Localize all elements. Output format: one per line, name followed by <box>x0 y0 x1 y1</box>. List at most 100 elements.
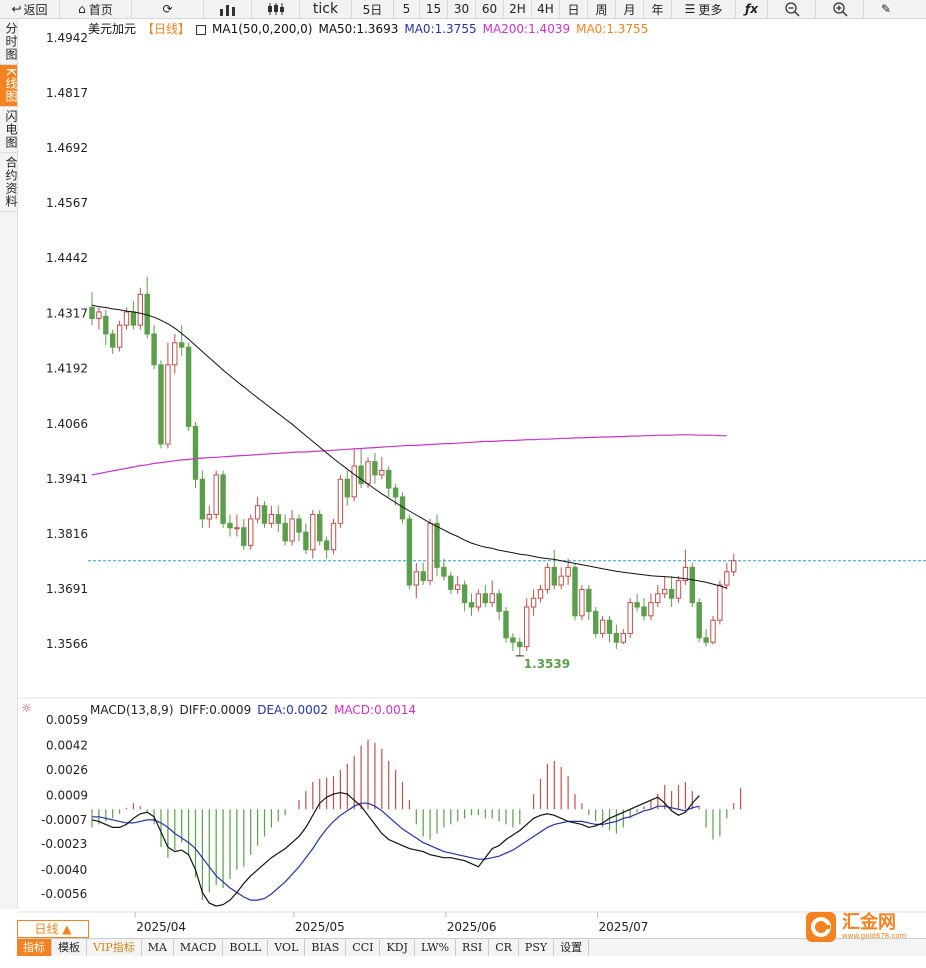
tab-boll[interactable]: BOLL <box>223 939 269 956</box>
logo-icon <box>806 912 836 942</box>
candle <box>448 575 454 590</box>
low-marker-label: 1.3539 <box>524 657 570 671</box>
chart-canvas[interactable]: 1.4942 1.4817 1.4692 1.4567 1.4442 1.4317 1.41… <box>0 0 926 938</box>
period-4h[interactable]: 4H <box>532 0 560 18</box>
ma200-value: MA200:1.4039 <box>482 21 571 36</box>
tab-kdj[interactable]: KDJ <box>380 939 415 956</box>
candle <box>682 566 689 582</box>
refresh-button[interactable]: ⟳ <box>132 0 204 18</box>
period-selector[interactable]: 日线 ▲ <box>17 920 89 938</box>
candlestick-button[interactable] <box>252 0 300 18</box>
candle <box>689 566 695 604</box>
y-tick-label: 1.4192 <box>46 361 88 375</box>
x-tick-label: 2025/07 <box>599 920 649 934</box>
ma50-line <box>91 304 727 589</box>
tab-vip-indicators[interactable]: VIP指标 <box>87 939 142 956</box>
tab-ma[interactable]: MA <box>142 939 174 956</box>
candle <box>289 518 295 542</box>
tab-indicators[interactable]: 指标 <box>17 939 52 956</box>
home-button[interactable]: ⌂ 首页 <box>60 0 132 18</box>
tick-button[interactable]: tick <box>300 0 352 18</box>
period-5day[interactable]: 5日 <box>352 0 394 18</box>
bar-chart-button[interactable] <box>204 0 252 18</box>
candle <box>386 469 392 489</box>
back-arrow-icon: ↩ <box>11 2 22 16</box>
period-day[interactable]: 日 <box>560 0 588 18</box>
candle <box>420 571 426 582</box>
y-tick-label: 1.3816 <box>46 527 88 541</box>
macd-y-tick-label: -0.0040 <box>41 863 87 877</box>
candle <box>724 571 730 586</box>
macd-y-tick-label: 0.0042 <box>46 739 88 753</box>
candle <box>537 588 544 599</box>
period-5min[interactable]: 5 <box>394 0 420 18</box>
tab-rsi[interactable]: RSI <box>456 939 490 956</box>
macd-y-tick-label: -0.0056 <box>41 887 87 901</box>
tab-contract-info[interactable]: 合约资料 <box>0 153 18 212</box>
period-60min[interactable]: 60 <box>476 0 504 18</box>
tab-psy[interactable]: PSY <box>519 939 555 956</box>
candle <box>593 610 599 634</box>
candle <box>641 606 647 617</box>
macd-y-tick-label: -0.0023 <box>41 837 87 851</box>
tab-cr[interactable]: CR <box>489 939 519 956</box>
ma50-value: MA50:1.3693 <box>318 21 399 36</box>
zoom-out-button[interactable] <box>768 0 816 18</box>
macd-y-tick-label: -0.0007 <box>41 813 87 827</box>
function-icon: ƒx <box>745 2 758 16</box>
tab-bias[interactable]: BIAS <box>305 939 347 956</box>
candle <box>358 465 364 485</box>
symbol-name: 美元加元 <box>88 22 137 36</box>
period-2h[interactable]: 2H <box>504 0 532 18</box>
tab-lw[interactable]: LW% <box>415 939 457 956</box>
candle <box>413 571 420 586</box>
candle <box>282 522 288 542</box>
chart-settings-icon[interactable] <box>196 24 207 35</box>
tab-settings[interactable]: 设置 <box>554 939 590 956</box>
candle <box>234 527 240 530</box>
zoom-in-button[interactable] <box>816 0 864 18</box>
macd-settings-icon[interactable]: ☼ <box>21 701 32 715</box>
back-button[interactable]: ↩ 返回 <box>0 0 60 18</box>
period-label: 【日线】 <box>142 22 191 36</box>
candle <box>337 478 344 524</box>
candle <box>296 518 302 533</box>
candle <box>710 619 716 643</box>
candle <box>116 324 123 348</box>
bottom-strip <box>0 956 926 968</box>
tab-timeshare[interactable]: 分时图 <box>0 19 18 65</box>
candle <box>675 580 682 599</box>
ma200-line <box>91 434 727 476</box>
candle <box>227 522 233 529</box>
more-button[interactable]: ☰ 更多 <box>672 0 736 18</box>
candle <box>185 346 192 427</box>
candle <box>627 602 633 634</box>
period-30min[interactable]: 30 <box>448 0 476 18</box>
tab-flash-chart[interactable]: 闪电图 <box>0 107 18 153</box>
bar-chart-icon <box>219 5 235 16</box>
period-week[interactable]: 周 <box>588 0 616 18</box>
candle <box>96 311 102 320</box>
tab-macd[interactable]: MACD <box>174 939 224 956</box>
tab-templates[interactable]: 模板 <box>52 939 87 956</box>
candle <box>330 522 337 551</box>
y-tick-label: 1.4442 <box>46 251 88 265</box>
function-button[interactable]: ƒx <box>736 0 768 18</box>
tab-kline[interactable]: K线图 <box>0 65 18 107</box>
period-15min[interactable]: 15 <box>420 0 448 18</box>
period-month[interactable]: 月 <box>616 0 644 18</box>
tab-vol[interactable]: VOL <box>268 939 306 956</box>
tab-cci[interactable]: CCI <box>346 939 381 956</box>
y-tick-label: 1.3941 <box>46 472 88 486</box>
candle <box>268 514 275 524</box>
candle <box>648 602 654 617</box>
candle <box>351 465 357 498</box>
candle <box>372 461 378 476</box>
macd-legend: MACD(13,8,9) DIFF:0.0009 DEA:0.0002 MACD… <box>90 703 416 717</box>
candle <box>599 619 606 634</box>
candle <box>461 584 468 604</box>
candle <box>406 518 413 586</box>
candle <box>544 566 551 590</box>
period-year[interactable]: 年 <box>644 0 672 18</box>
draw-button[interactable]: ✎ <box>864 0 908 18</box>
